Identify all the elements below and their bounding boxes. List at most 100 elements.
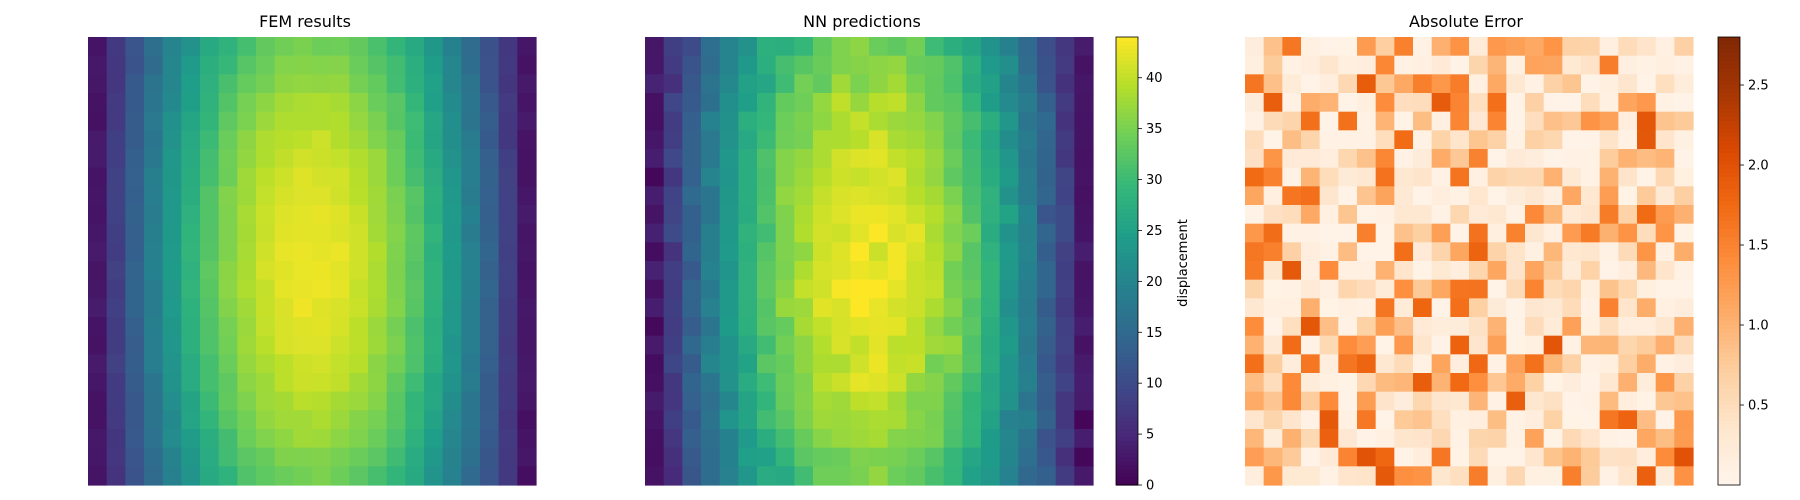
heatmap-cell: [813, 111, 833, 131]
heatmap-cell: [981, 93, 1001, 113]
heatmap-cell: [1245, 242, 1265, 262]
heatmap-cell: [1037, 111, 1057, 131]
heatmap-cell: [461, 391, 481, 411]
heatmap-cell: [368, 223, 388, 243]
heatmap-cell: [368, 261, 388, 281]
heatmap-cell: [1674, 429, 1694, 449]
heatmap-cell: [1637, 242, 1657, 262]
heatmap-cell: [1674, 130, 1694, 150]
heatmap-cell: [645, 149, 665, 169]
heatmap-cell: [405, 186, 425, 206]
heatmap-cell: [1487, 55, 1507, 75]
heatmap-cell: [1637, 74, 1657, 94]
heatmap-cell: [1431, 93, 1451, 113]
heatmap-cell: [869, 447, 889, 467]
heatmap-cell: [1450, 111, 1470, 131]
heatmap-cell: [1375, 93, 1395, 113]
heatmap-cell: [312, 261, 332, 281]
heatmap-cell: [1037, 205, 1057, 225]
heatmap-cell: [1375, 261, 1395, 281]
heatmap-cell: [906, 447, 926, 467]
heatmap-cell: [663, 466, 683, 486]
heatmap-cell: [1655, 93, 1675, 113]
heatmap-cell: [330, 55, 350, 75]
heatmap-cell: [1450, 335, 1470, 355]
heatmap-cell: [274, 317, 294, 337]
heatmap-cell: [719, 279, 739, 299]
heatmap-cell: [943, 261, 963, 281]
heatmap-cell: [1319, 223, 1339, 243]
heatmap-cell: [330, 111, 350, 131]
heatmap-cell: [645, 354, 665, 374]
heatmap-cell: [106, 373, 126, 393]
heatmap-cell: [1037, 429, 1057, 449]
colorbar-segment: [1116, 129, 1138, 134]
heatmap-cell: [480, 130, 500, 150]
heatmap-cell: [293, 149, 313, 169]
heatmap-cell: [1469, 354, 1489, 374]
heatmap-cell: [1637, 186, 1657, 206]
heatmap-cell: [999, 354, 1019, 374]
heatmap-cell: [1450, 391, 1470, 411]
heatmap-cell: [1581, 466, 1601, 486]
colorbar-segment: [1718, 65, 1740, 70]
heatmap-cell: [645, 429, 665, 449]
heatmap-cell: [1506, 55, 1526, 75]
heatmap-cell: [663, 279, 683, 299]
heatmap-cell: [1562, 149, 1582, 169]
heatmap-cell: [1074, 354, 1094, 374]
heatmap-cell: [237, 74, 257, 94]
heatmap-cell: [869, 37, 889, 57]
heatmap-cell: [1525, 279, 1545, 299]
heatmap-cell: [405, 242, 425, 262]
heatmap-cell: [1581, 410, 1601, 430]
heatmap-cell: [1637, 223, 1657, 243]
heatmap-cell: [645, 298, 665, 318]
heatmap-cell: [498, 186, 518, 206]
heatmap-cell: [831, 74, 851, 94]
heatmap-cell: [1469, 429, 1489, 449]
heatmap-cell: [368, 205, 388, 225]
heatmap-cell: [981, 335, 1001, 355]
heatmap-cell: [1319, 335, 1339, 355]
heatmap-cell: [1637, 149, 1657, 169]
heatmap-cell: [274, 298, 294, 318]
heatmap-cell: [1618, 466, 1638, 486]
heatmap-cell: [405, 447, 425, 467]
heatmap-cell: [999, 167, 1019, 187]
heatmap-cell: [1037, 354, 1057, 374]
heatmap-cell: [106, 55, 126, 75]
heatmap-cell: [1562, 429, 1582, 449]
heatmap-cell: [999, 74, 1019, 94]
heatmap-cell: [1338, 74, 1358, 94]
heatmap-cell: [1543, 149, 1563, 169]
heatmap-cell: [498, 279, 518, 299]
colorbar-segment: [1116, 249, 1138, 254]
heatmap-cell: [461, 186, 481, 206]
heatmap-cell: [256, 149, 276, 169]
heatmap-cell: [1618, 74, 1638, 94]
heatmap-cell: [962, 279, 982, 299]
heatmap-cell: [1562, 74, 1582, 94]
heatmap-cell: [1357, 335, 1377, 355]
heatmap-cell: [1469, 466, 1489, 486]
heatmap-cell: [999, 447, 1019, 467]
heatmap-cell: [1599, 279, 1619, 299]
heatmap-cell: [1263, 93, 1283, 113]
heatmap-cell: [1674, 317, 1694, 337]
heatmap-cell: [442, 223, 462, 243]
heatmap-cell: [1655, 391, 1675, 411]
heatmap-cell: [850, 130, 870, 150]
heatmap-cell: [1431, 167, 1451, 187]
heatmap-cell: [775, 205, 795, 225]
heatmap-cell: [1637, 93, 1657, 113]
heatmap-cell: [1394, 391, 1414, 411]
heatmap-cell: [682, 335, 702, 355]
heatmap-cell: [181, 410, 201, 430]
heatmap-cell: [162, 111, 182, 131]
heatmap-cell: [368, 447, 388, 467]
heatmap-cell: [517, 130, 537, 150]
heatmap-cell: [906, 335, 926, 355]
heatmap-cell: [125, 223, 145, 243]
heatmap-cell: [925, 130, 945, 150]
